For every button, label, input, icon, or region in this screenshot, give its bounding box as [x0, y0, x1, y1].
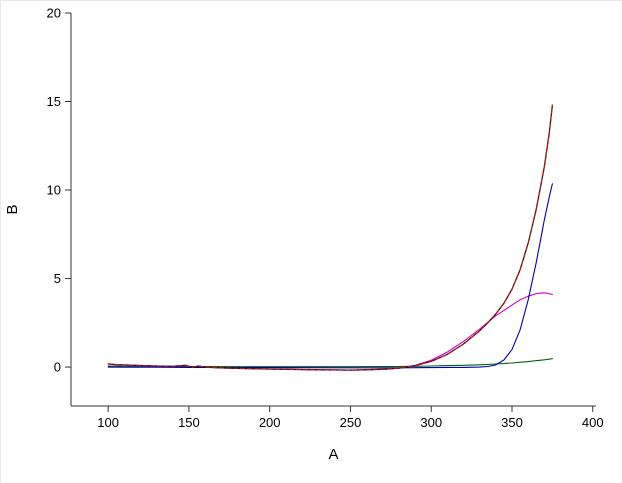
red-dashed-line	[107, 104, 553, 371]
blue-line	[107, 183, 553, 369]
y-tick-label: 10	[47, 183, 61, 198]
y-tick-label: 5	[54, 271, 61, 286]
y-tick-label: 20	[47, 6, 61, 21]
black-line	[107, 104, 554, 371]
x-tick-label: 200	[259, 415, 281, 430]
series-group	[107, 104, 554, 371]
magenta-line	[107, 292, 553, 371]
y-tick-label: 0	[54, 360, 61, 375]
axes-group	[70, 13, 596, 407]
x-tick-label: 100	[97, 415, 119, 430]
y-axis-title: B	[4, 204, 21, 214]
x-tick-label: 300	[420, 415, 442, 430]
x-tick-label: 150	[178, 415, 200, 430]
x-tick-label: 400	[582, 415, 604, 430]
x-tick-label: 250	[340, 415, 362, 430]
green-line	[107, 358, 553, 368]
x-axis-title: A	[328, 446, 338, 463]
ticks-group: 100 150 200 250 300 350 400 0 5 10 15 20	[47, 6, 604, 431]
y-tick-label: 15	[47, 94, 61, 109]
x-tick-label: 350	[501, 415, 523, 430]
